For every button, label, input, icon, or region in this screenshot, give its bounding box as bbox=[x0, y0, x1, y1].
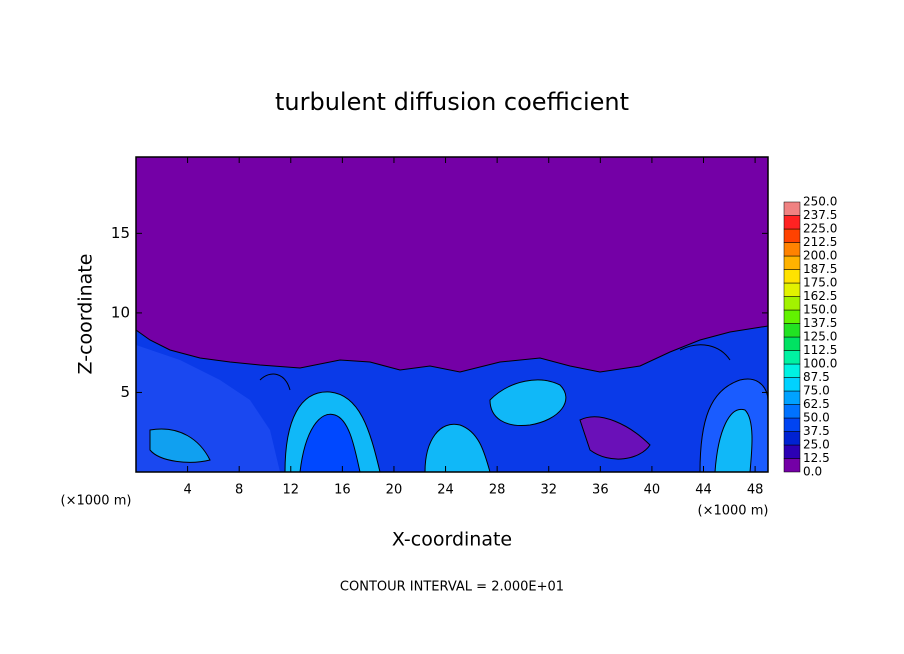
colorbar-label: 125.0 bbox=[803, 330, 837, 344]
y-tick-label: 5 bbox=[120, 383, 130, 401]
colorbar-bin bbox=[783, 296, 801, 311]
colorbar-bin bbox=[783, 336, 801, 351]
colorbar-bin bbox=[783, 363, 801, 378]
colorbar-label: 137.5 bbox=[803, 316, 837, 330]
colorbar-bin bbox=[783, 228, 801, 243]
field-cyan bbox=[714, 408, 753, 472]
colorbar-bin bbox=[783, 309, 801, 324]
field-blue bbox=[299, 413, 361, 472]
colorbar-bin bbox=[783, 201, 801, 216]
field-cyan bbox=[149, 428, 211, 463]
contour-line bbox=[259, 373, 291, 391]
colorbar-bin bbox=[783, 323, 801, 338]
colorbar-bin bbox=[783, 282, 801, 297]
x-tick-label: 20 bbox=[386, 483, 403, 498]
colorbar-label: 12.5 bbox=[803, 451, 830, 465]
colorbar-bin bbox=[783, 404, 801, 419]
colorbar-label: 100.0 bbox=[803, 357, 837, 371]
colorbar-bin bbox=[783, 417, 801, 432]
contour-line bbox=[679, 344, 731, 361]
colorbar-label: 237.5 bbox=[803, 208, 837, 222]
colorbar-label: 212.5 bbox=[803, 235, 837, 249]
x-tick-label: 36 bbox=[592, 483, 609, 498]
plot-frame bbox=[135, 156, 769, 473]
colorbar-label: 75.0 bbox=[803, 384, 830, 398]
colorbar-label: 250.0 bbox=[803, 195, 837, 209]
colorbar-bin bbox=[783, 377, 801, 392]
y-tick-label: 15 bbox=[111, 224, 130, 242]
x-tick-label: 32 bbox=[540, 483, 557, 498]
x-unit-label: (×1000 m) bbox=[61, 494, 132, 509]
colorbar-bin bbox=[783, 242, 801, 257]
x-tick-label: 16 bbox=[334, 483, 351, 498]
colorbar-bin bbox=[783, 255, 801, 270]
x-tick-label: 44 bbox=[695, 483, 712, 498]
colorbar-label: 25.0 bbox=[803, 438, 830, 452]
footnote: CONTOUR INTERVAL = 2.000E+01 bbox=[340, 580, 564, 595]
x-tick-label: 8 bbox=[235, 483, 243, 498]
chart-title: turbulent diffusion coefficient bbox=[275, 88, 629, 116]
x-tick-label: 12 bbox=[283, 483, 300, 498]
colorbar-bin bbox=[783, 458, 801, 473]
colorbar-label: 62.5 bbox=[803, 397, 830, 411]
x-axis-title: X-coordinate bbox=[392, 529, 512, 551]
y-tick-label: 10 bbox=[111, 303, 130, 321]
colorbar-bin bbox=[783, 269, 801, 284]
x-unit-label: (×1000 m) bbox=[698, 504, 769, 519]
colorbar-label: 0.0 bbox=[803, 465, 822, 479]
colorbar-bin bbox=[783, 431, 801, 446]
colorbar-label: 200.0 bbox=[803, 249, 837, 263]
field-cyan bbox=[489, 379, 567, 427]
colorbar-bin bbox=[783, 444, 801, 459]
colorbar-label: 225.0 bbox=[803, 222, 837, 236]
x-tick-label: 28 bbox=[489, 483, 506, 498]
colorbar-bin bbox=[783, 350, 801, 365]
colorbar-label: 150.0 bbox=[803, 303, 837, 317]
x-tick-label: 48 bbox=[747, 483, 764, 498]
colorbar-bin bbox=[783, 390, 801, 405]
x-tick-label: 24 bbox=[437, 483, 454, 498]
colorbar-bin bbox=[783, 215, 801, 230]
colorbar-label: 187.5 bbox=[803, 262, 837, 276]
colorbar-label: 162.5 bbox=[803, 289, 837, 303]
colorbar-label: 112.5 bbox=[803, 343, 837, 357]
field-purple bbox=[579, 416, 651, 460]
colorbar-label: 87.5 bbox=[803, 370, 830, 384]
field-cyan bbox=[424, 423, 491, 472]
field bbox=[136, 325, 768, 472]
colorbar-label: 175.0 bbox=[803, 276, 837, 290]
x-tick-label: 4 bbox=[183, 483, 191, 498]
x-tick-label: 40 bbox=[644, 483, 661, 498]
y-axis-title: Z-coordinate bbox=[75, 254, 97, 375]
colorbar-label: 50.0 bbox=[803, 411, 830, 425]
colorbar-label: 37.5 bbox=[803, 424, 830, 438]
